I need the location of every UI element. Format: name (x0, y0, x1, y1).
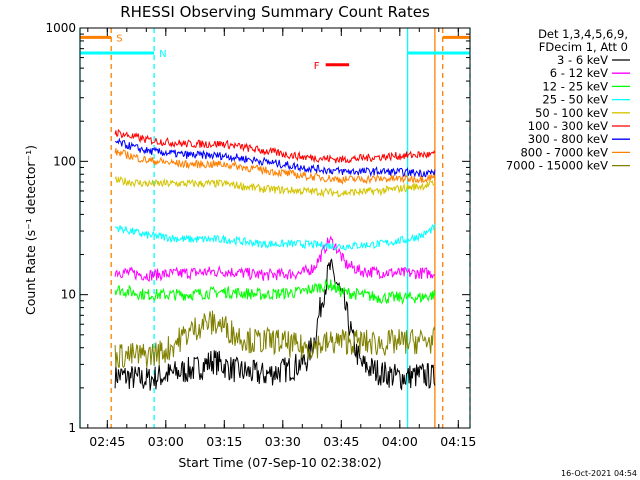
x-tick-label: 03:45 (323, 434, 359, 449)
flag-bars: S N F (80, 33, 470, 72)
x-axis-label: Start Time (07-Sep-10 02:38:02) (178, 455, 381, 470)
series-line-7 (114, 148, 436, 185)
legend-label: 800 - 7000 keV (520, 145, 608, 159)
x-tick-label: 02:45 (89, 434, 125, 449)
flag-label-f: F (314, 61, 320, 72)
y-tick-label: 1000 (45, 21, 76, 35)
legend-header: Det 1,3,4,5,6,9, (538, 27, 628, 41)
series-line-3 (114, 223, 436, 251)
series-line-6 (114, 137, 436, 178)
y-axis-label: Count Rate (s⁻¹ detector⁻¹) (23, 145, 38, 315)
series-line-5 (114, 128, 436, 164)
legend-label: 50 - 100 keV (535, 106, 608, 120)
legend-header: FDecim 1, Att 0 (539, 40, 628, 54)
flag-label-s: S (116, 33, 122, 44)
legend-label: 6 - 12 keV (550, 66, 608, 80)
legend-label: 25 - 50 keV (542, 93, 608, 107)
legend-label: 12 - 25 keV (542, 79, 608, 93)
x-tick-label: 04:15 (440, 434, 476, 449)
x-tick-label: 03:30 (265, 434, 301, 449)
series-line-1 (114, 235, 436, 282)
legend-label: 300 - 800 keV (528, 132, 608, 146)
x-tick-label: 04:00 (382, 434, 418, 449)
x-tick-label: 03:00 (148, 434, 184, 449)
x-tick-label: 03:15 (206, 434, 242, 449)
legend-label: 3 - 6 keV (557, 53, 608, 67)
legend-label: 7000 - 15000 keV (506, 159, 608, 173)
legend: Det 1,3,4,5,6,9,FDecim 1, Att 03 - 6 keV… (506, 27, 630, 173)
series-line-8 (114, 310, 436, 369)
y-tick-label: 10 (61, 288, 76, 302)
y-tick-label: 1 (68, 421, 76, 435)
series-line-4 (114, 175, 436, 199)
chart-title: RHESSI Observing Summary Count Rates (120, 3, 430, 21)
plot-frame (79, 27, 471, 429)
flag-label-n: N (159, 49, 166, 60)
y-tick-label: 100 (53, 154, 76, 168)
legend-label: 100 - 300 keV (528, 119, 608, 133)
axis-ticks: 1 10 100 1000 02:45 03:00 03:15 03:30 03:45 04:00… (45, 21, 476, 449)
footer-date: 16-Oct-2021 04:54 (561, 469, 637, 478)
series-group (114, 128, 436, 391)
series-line-2 (114, 279, 436, 306)
series-line-0 (114, 258, 436, 391)
